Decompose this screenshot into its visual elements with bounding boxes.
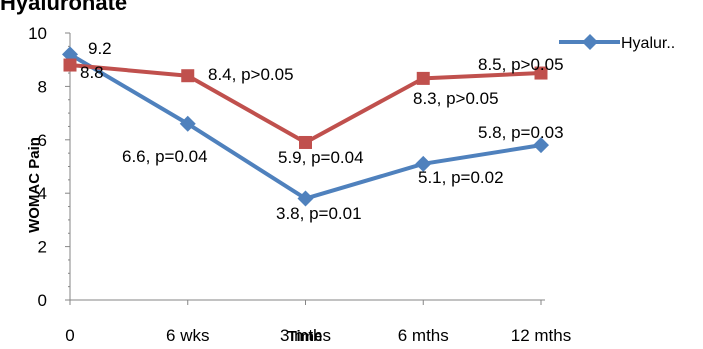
series-2-point — [416, 71, 430, 85]
y-axis-title: WOMAC Pain — [26, 137, 43, 233]
x-tick-label: 3 mths — [280, 326, 331, 345]
data-label: 5.1, p=0.02 — [418, 168, 504, 187]
series-2-point — [299, 135, 312, 149]
series-1-point — [297, 190, 314, 207]
y-tick-label: 6 — [38, 131, 47, 150]
data-label: 6.6, p=0.04 — [122, 147, 208, 166]
series-1-point — [415, 155, 432, 172]
y-tick-label: 0 — [38, 291, 47, 310]
series-1-point — [533, 137, 549, 154]
data-label: 8.5, p>0.05 — [478, 55, 564, 74]
data-label: 5.8, p=0.03 — [478, 123, 564, 142]
legend-marker — [582, 34, 598, 50]
data-label: 8.8 — [80, 63, 104, 82]
series-1-point — [179, 115, 196, 132]
series-2-point — [63, 58, 77, 72]
y-tick-label: 4 — [38, 184, 47, 203]
data-label: 8.4, p>0.05 — [208, 65, 294, 84]
y-tick-label: 2 — [38, 238, 47, 257]
series-2-point — [181, 69, 195, 83]
x-tick-label: 0 — [65, 326, 74, 345]
data-label: 5.9, p=0.04 — [278, 148, 364, 167]
x-tick-label: 6 mths — [398, 326, 449, 345]
y-tick-label: 10 — [28, 24, 47, 43]
x-axis-title: Time — [288, 328, 323, 345]
legend-label: Hyalur.. — [621, 35, 675, 52]
data-label: 9.2 — [88, 39, 112, 58]
chart-title: Hyaluronate — [0, 0, 128, 15]
data-label: 3.8, p=0.01 — [276, 204, 362, 223]
series-1-point — [62, 46, 78, 63]
series-2-point — [534, 66, 548, 80]
x-tick-label: 6 wks — [166, 326, 209, 345]
data-label: 8.3, p>0.05 — [413, 89, 499, 108]
x-tick-label: 12 mths — [511, 326, 571, 345]
y-tick-label: 8 — [38, 77, 47, 96]
